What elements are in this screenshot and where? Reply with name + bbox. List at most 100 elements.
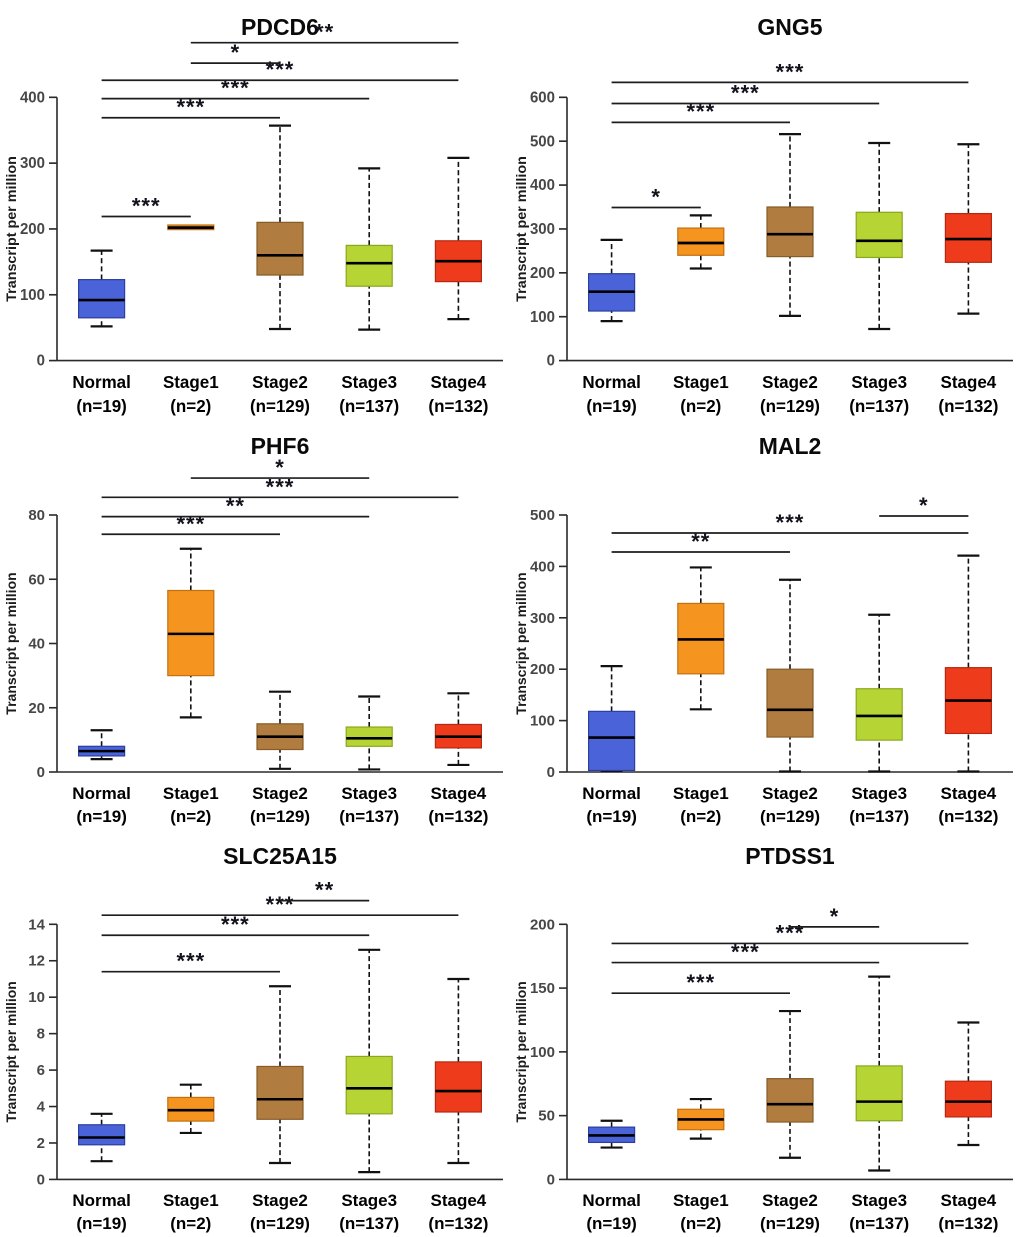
x-label-stage4: Stage4 (n=132) bbox=[428, 784, 488, 826]
y-tick-label: 12 bbox=[28, 953, 45, 970]
chart-title: GNG5 bbox=[757, 14, 822, 40]
y-axis-label: Transcript per million bbox=[4, 156, 20, 302]
chart-title: PDCD6 bbox=[241, 14, 319, 40]
x-label-stage1: Stage1 (n=2) bbox=[163, 1191, 219, 1233]
y-tick-label: 8 bbox=[37, 1026, 45, 1043]
x-label-count: (n=132) bbox=[428, 807, 488, 826]
sig-stars: *** bbox=[221, 912, 250, 937]
y-tick-label: 200 bbox=[530, 265, 555, 282]
box-stage4 bbox=[434, 692, 482, 767]
chart-cell-slc25a15: SLC25A15 0 2 4 6 8 10 12 14 Transcript per millio… bbox=[0, 830, 510, 1237]
x-label-count: (n=129) bbox=[250, 1214, 310, 1233]
y-tick-label: 4 bbox=[37, 1099, 46, 1116]
x-label-count: (n=2) bbox=[170, 807, 211, 826]
axes: 0 20 40 60 80 bbox=[28, 507, 503, 781]
box-stage3 bbox=[345, 167, 393, 331]
sig-stars: ** bbox=[691, 529, 710, 554]
x-label-stage4: Stage4 (n=132) bbox=[428, 1191, 488, 1233]
x-label-count: (n=129) bbox=[760, 1214, 820, 1233]
sig-bar-Normal-Stage2: *** bbox=[101, 511, 280, 536]
x-label-name: Stage1 bbox=[163, 372, 219, 392]
x-label-name: Normal bbox=[582, 372, 641, 392]
y-axis-label: Transcript per million bbox=[3, 572, 19, 714]
y-tick-label: 500 bbox=[530, 133, 555, 150]
x-label-name: Stage3 bbox=[851, 372, 907, 392]
x-label-stage1: Stage1 (n=2) bbox=[673, 1191, 729, 1233]
x-label-normal: Normal (n=19) bbox=[582, 372, 641, 416]
x-label-count: (n=19) bbox=[586, 396, 636, 416]
box-normal bbox=[587, 1119, 636, 1149]
iqr-box bbox=[345, 244, 393, 287]
x-label-name: Normal bbox=[72, 784, 131, 803]
x-label-name: Stage1 bbox=[163, 1191, 219, 1210]
x-label-name: Stage2 bbox=[252, 1191, 308, 1210]
sig-stars: ** bbox=[315, 878, 334, 903]
x-label-normal: Normal (n=19) bbox=[72, 1191, 131, 1233]
box-stage2 bbox=[766, 133, 814, 317]
x-label-name: Stage2 bbox=[762, 784, 818, 803]
x-label-count: (n=19) bbox=[76, 807, 127, 826]
x-label-count: (n=132) bbox=[938, 396, 998, 416]
axes: 0 2 4 6 8 10 12 14 bbox=[28, 916, 503, 1188]
boxplot-gng5: GNG5 0 100 200 300 400 500 600 Transcript per mi… bbox=[514, 14, 1013, 416]
x-label-count: (n=2) bbox=[170, 1214, 211, 1233]
x-label-name: Stage2 bbox=[762, 372, 818, 392]
y-tick-label: 600 bbox=[530, 89, 555, 106]
y-tick-label: 80 bbox=[28, 507, 45, 524]
y-tick-label: 300 bbox=[530, 610, 555, 627]
sig-stars: * bbox=[830, 904, 840, 929]
sig-bar-Stage2-Stage3: * bbox=[790, 904, 880, 929]
x-label-count: (n=2) bbox=[680, 1214, 721, 1233]
iqr-box bbox=[766, 206, 814, 258]
y-tick-label: 150 bbox=[530, 980, 555, 997]
y-tick-label: 200 bbox=[530, 661, 555, 678]
y-tick-label: 300 bbox=[530, 221, 555, 238]
y-tick-label: 500 bbox=[530, 507, 555, 524]
sig-stars: * bbox=[275, 455, 285, 480]
chart-cell-mal2: MAL2 0 100 200 300 400 500 Transcript per milli… bbox=[510, 420, 1020, 830]
x-label-stage4: Stage4 (n=132) bbox=[938, 784, 998, 826]
x-label-count: (n=132) bbox=[938, 807, 998, 826]
x-label-count: (n=137) bbox=[849, 1214, 909, 1233]
sig-stars: * bbox=[231, 40, 241, 65]
sig-bar-Normal-Stage2: *** bbox=[101, 949, 280, 974]
box-normal bbox=[77, 729, 126, 761]
iqr-box bbox=[766, 668, 814, 738]
x-label-stage3: Stage3 (n=137) bbox=[339, 1191, 399, 1233]
x-label-name: Stage4 bbox=[431, 372, 487, 392]
x-label-stage2: Stage2 (n=129) bbox=[760, 372, 820, 416]
x-label-count: (n=2) bbox=[680, 396, 721, 416]
iqr-box bbox=[434, 1061, 482, 1113]
x-label-count: (n=132) bbox=[428, 1214, 488, 1233]
x-label-stage1: Stage1 (n=2) bbox=[673, 372, 729, 416]
y-axis-label: Transcript per million bbox=[3, 981, 19, 1122]
x-label-name: Stage4 bbox=[941, 784, 997, 803]
x-label-stage1: Stage1 (n=2) bbox=[673, 784, 729, 826]
x-label-count: (n=19) bbox=[586, 807, 637, 826]
x-label-count: (n=137) bbox=[339, 1214, 399, 1233]
sig-stars: *** bbox=[731, 80, 760, 105]
x-label-count: (n=132) bbox=[938, 1214, 998, 1233]
y-tick-label: 400 bbox=[20, 89, 45, 106]
sig-stars: * bbox=[919, 493, 929, 518]
x-label-normal: Normal (n=19) bbox=[582, 784, 641, 826]
iqr-box bbox=[855, 688, 903, 741]
x-label-stage1: Stage1 (n=2) bbox=[163, 784, 219, 826]
y-tick-label: 10 bbox=[28, 989, 45, 1006]
sig-stars: ** bbox=[226, 494, 245, 519]
x-label-count: (n=137) bbox=[339, 396, 399, 416]
x-label-name: Normal bbox=[72, 372, 131, 392]
iqr-box bbox=[855, 211, 903, 259]
box-stage1 bbox=[167, 1083, 215, 1135]
box-stage2 bbox=[766, 1009, 814, 1159]
sig-bar-Normal-Stage2: ** bbox=[611, 529, 790, 554]
box-stage3 bbox=[345, 948, 393, 1174]
iqr-box bbox=[587, 710, 636, 772]
x-label-name: Stage3 bbox=[851, 784, 907, 803]
chart-title: PTDSS1 bbox=[745, 843, 835, 869]
box-stage3 bbox=[855, 975, 903, 1172]
box-stage3 bbox=[855, 613, 903, 773]
x-label-stage2: Stage2 (n=129) bbox=[250, 784, 310, 826]
y-tick-label: 0 bbox=[547, 764, 555, 781]
iqr-box bbox=[944, 1080, 992, 1118]
